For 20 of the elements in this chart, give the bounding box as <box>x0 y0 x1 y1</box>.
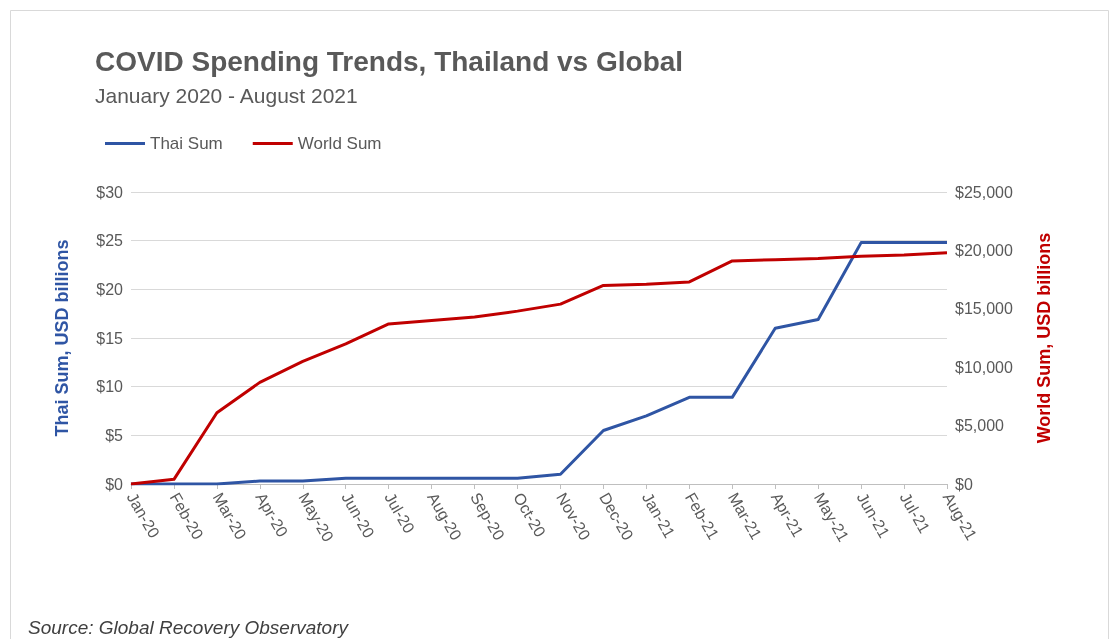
y2-tick-label: $0 <box>955 475 973 493</box>
y-tick-label: $10 <box>96 378 124 396</box>
y2-tick-label: $15,000 <box>955 300 1013 318</box>
y2-tick-label: $20,000 <box>955 241 1013 259</box>
y-tick-label: $0 <box>105 475 124 493</box>
y2-tick-label: $10,000 <box>955 358 1013 376</box>
y-tick-label: $20 <box>96 280 124 298</box>
chart-title: COVID Spending Trends, Thailand vs Global <box>95 45 684 77</box>
y-tick-label: $25 <box>96 232 124 250</box>
y-tick-label: $30 <box>96 183 124 201</box>
chart-subtitle: January 2020 - August 2021 <box>95 84 358 107</box>
y2-axis-title: World Sum, USD billions <box>1034 232 1054 444</box>
y-axis-title: Thai Sum, USD billions <box>52 239 72 437</box>
source-note: Source: Global Recovery Observatory <box>28 617 350 638</box>
legend-label: Thai Sum <box>150 134 223 153</box>
y2-tick-label: $25,000 <box>955 183 1013 201</box>
y-tick-label: $5 <box>105 426 124 444</box>
y2-tick-label: $5,000 <box>955 417 1005 435</box>
y-tick-label: $15 <box>96 329 124 347</box>
legend-label: World Sum <box>297 134 382 153</box>
